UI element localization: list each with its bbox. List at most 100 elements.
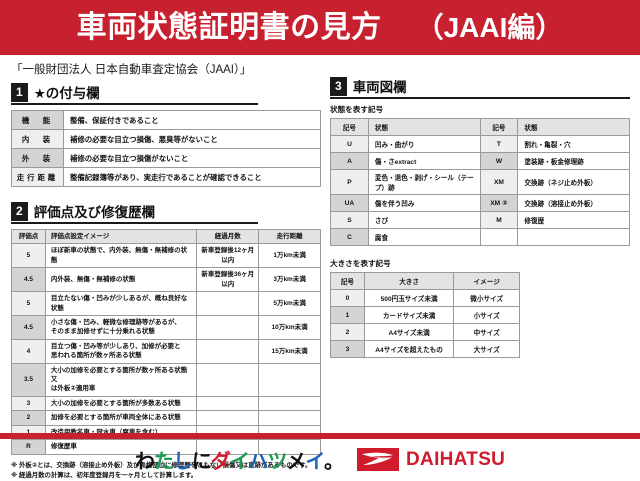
- column-header-score: 評価点: [11, 228, 46, 245]
- size-cell: カードサイズ未満: [363, 306, 455, 324]
- table-row: C 腐食: [330, 228, 630, 246]
- image-cell: 大小の加修を必要とする箇所が多数ある状態: [44, 395, 198, 412]
- title-banner: 車両状態証明書の見方 （JAAI編）: [0, 0, 640, 55]
- column-header-size: 大きさ: [363, 272, 455, 290]
- months-cell: [196, 338, 260, 364]
- section-2-heading: 2 評価点及び修復歴欄: [11, 201, 258, 224]
- symbol-cell-right: M: [479, 211, 519, 229]
- slogan-char: ツ: [267, 451, 287, 473]
- daihatsu-wordmark: DAIHATSU: [406, 448, 506, 470]
- table-row: 内 装 補修の必要な目立つ損傷、悪臭等がないこと: [11, 129, 321, 149]
- table-row: 5 目立たない傷・凹みが少しあるが、概ね良好な状態 5万km未満: [11, 291, 321, 316]
- image-cell: 大小の加修を必要とする箇所が数ヶ所ある状態又 は外板②適用車: [44, 362, 198, 397]
- daihatsu-slogan: わたしにダイハツメイ。: [134, 445, 344, 474]
- table-header-row: 評価点 評価点設定イメージ 経過月数 走行距離: [11, 228, 321, 245]
- row-label: 外 装: [11, 148, 64, 168]
- distance-cell: 3万km未満: [258, 267, 321, 293]
- table-row: P 変色・退色・剥げ・シール（テープ）跡 XM 交換跡（ネジ止め外板）: [330, 169, 630, 195]
- table-row: S さび M 修復歴: [330, 211, 630, 229]
- state-cell-left: 凹み・曲がり: [367, 135, 481, 153]
- symbol-cell-right: XM ②: [479, 194, 519, 212]
- months-cell: [196, 291, 260, 316]
- slogan-char: メ: [286, 451, 306, 473]
- symbol-cell-left: C: [330, 228, 369, 246]
- right-column: 3 車両図欄 状態を表す記号 記号 状態 記号 状態 U 凹み・曲がり T 割れ…: [330, 76, 630, 358]
- daihatsu-logo: DAIHATSU: [357, 448, 505, 471]
- image-cell: ほぼ新車の状態で、内外装、無傷・無補修の状態: [44, 243, 198, 269]
- star-criteria-table: 機 能 整備、保証付きであること 内 装 補修の必要な目立つ損傷、悪臭等がないこ…: [11, 110, 321, 187]
- score-cell: 3.5: [11, 362, 46, 397]
- symbol-cell: 3: [330, 340, 365, 358]
- row-description: 整備記録簿等があり、実走行であることが確認できること: [63, 167, 321, 187]
- distance-cell: [258, 395, 321, 412]
- score-cell: 4.5: [11, 314, 46, 340]
- distance-cell: [258, 410, 321, 426]
- state-cell-left: 傷を伴う凹み: [367, 194, 481, 212]
- table-row: 4.5 小さな傷・凹み、軽微な修理跡等があるが、 そのまま加修せずに十分乗れる状…: [11, 314, 321, 340]
- symbol-cell-left: UA: [330, 194, 369, 212]
- table-row: 2 加修を必要とする箇所が車両全体にある状態: [11, 410, 321, 426]
- section-3-number: 3: [330, 76, 347, 96]
- symbol-cell-right: T: [479, 135, 519, 153]
- row-description: 整備、保証付きであること: [63, 110, 321, 130]
- state-cell-left: 腐食: [367, 228, 481, 246]
- state-cell-left: 変色・退色・剥げ・シール（テープ）跡: [367, 169, 481, 195]
- symbol-cell-right: XM: [479, 169, 519, 195]
- daihatsu-emblem-icon: [357, 448, 400, 471]
- state-cell-right: 修復歴: [517, 211, 630, 229]
- section-2-title: 評価点及び修復歴欄: [33, 205, 156, 220]
- table-row: 4 目立つ傷・凹み等が少しあり、加修が必要と 思われる箇所が数ヶ所ある状態 15…: [11, 338, 321, 364]
- slogan-char: ハ: [248, 451, 268, 473]
- column-header-image: イメージ: [453, 272, 520, 290]
- footnote-2: ※ 経過月数の計算は、初年度登録月を一ヶ月として計算します。: [11, 471, 198, 479]
- table-header-row: 記号 状態 記号 状態: [330, 118, 630, 136]
- size-cell: A4サイズを超えたもの: [363, 340, 455, 358]
- brand-footer: わたしにダイハツメイ。 DAIHATSU: [0, 439, 640, 480]
- image-cell: 大サイズ: [453, 340, 520, 358]
- column-header-state-left: 状態: [367, 118, 481, 136]
- months-cell: 新車登録後36ヶ月以内: [196, 267, 260, 293]
- state-cell-right: 塗装跡・板金修理跡: [517, 152, 630, 170]
- distance-cell: 1万km未満: [258, 243, 321, 269]
- section-1-title: ★の付与欄: [33, 86, 100, 101]
- months-cell: [196, 395, 260, 412]
- row-description: 補修の必要な目立つ損傷、悪臭等がないこと: [63, 129, 321, 149]
- symbol-cell-left: P: [330, 169, 369, 195]
- slogan-char: た: [153, 451, 174, 473]
- image-cell: 中サイズ: [453, 323, 520, 341]
- state-cell-right: 交換跡（溶接止め外板）: [517, 194, 630, 212]
- table-row: 1 カードサイズ未満 小サイズ: [330, 306, 520, 324]
- slogan-char: イ: [229, 451, 250, 473]
- section-3-heading: 3 車両図欄: [330, 76, 630, 99]
- state-cell-left: さび: [367, 211, 481, 229]
- footnotes: ※ 外板②とは、交換跡（溶接止め外板）及び骨格部位に修理歴をともない損傷又は直跡…: [11, 461, 321, 481]
- state-cell-right: 割れ・亀裂・穴: [517, 135, 630, 153]
- months-cell: [196, 314, 260, 340]
- score-cell: 5: [11, 243, 46, 269]
- slogan-char: 。: [324, 451, 344, 473]
- row-label: 走行距離: [11, 167, 64, 187]
- image-cell: 微小サイズ: [453, 289, 520, 307]
- image-cell: 内外装、無傷・無補修の状態: [44, 267, 198, 293]
- table-row: 2 A4サイズ未満 中サイズ: [330, 323, 520, 341]
- months-cell: [196, 410, 260, 426]
- table-row: 3.5 大小の加修を必要とする箇所が数ヶ所ある状態又 は外板②適用車: [11, 362, 321, 397]
- months-cell: [196, 362, 260, 397]
- size-table-subtitle: 大きさを表す記号: [330, 259, 391, 268]
- section-3-title: 車両図欄: [352, 80, 407, 95]
- evaluation-score-table: 評価点 評価点設定イメージ 経過月数 走行距離 5 ほぼ新車の状態で、内外装、無…: [11, 228, 321, 455]
- footnote-1: ※ 外板②とは、交換跡（溶接止め外板）及び骨格部位に修理歴をともない損傷又は直跡…: [11, 461, 312, 469]
- bottom-red-divider: [0, 433, 640, 439]
- image-cell: 修復歴車: [44, 439, 198, 455]
- condition-symbol-table: 記号 状態 記号 状態 U 凹み・曲がり T 割れ・亀裂・穴 A 傷・さextr…: [330, 118, 630, 246]
- image-cell: 小サイズ: [453, 306, 520, 324]
- slogan-char: し: [172, 451, 193, 473]
- column-header-distance: 走行距離: [258, 228, 321, 245]
- slogan-char: わ: [134, 451, 155, 473]
- distance-cell: [258, 362, 321, 397]
- column-header-months: 経過月数: [196, 228, 260, 245]
- distance-cell: 5万km未満: [258, 291, 321, 316]
- score-cell: 4.5: [11, 267, 46, 293]
- table-row: 3 A4サイズを超えたもの 大サイズ: [330, 340, 520, 358]
- table-row: U 凹み・曲がり T 割れ・亀裂・穴: [330, 135, 630, 153]
